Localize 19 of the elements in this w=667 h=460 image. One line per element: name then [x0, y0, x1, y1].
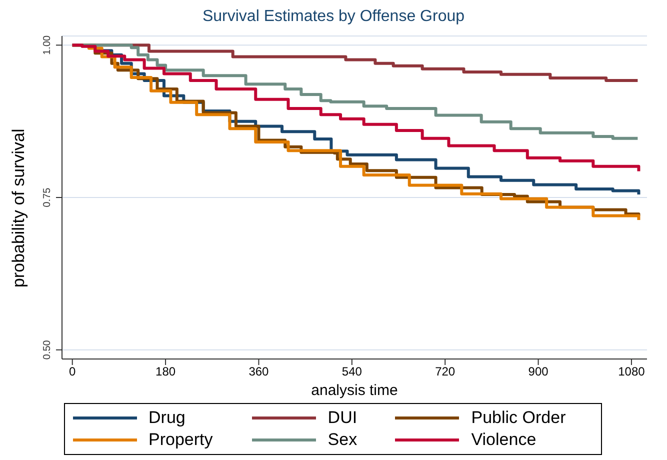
x-tick-label: 540	[342, 364, 362, 379]
legend-label: Property	[148, 430, 213, 450]
x-tick-label: 720	[435, 364, 456, 379]
y-axis-title: probability of survival	[9, 128, 28, 288]
legend-label: DUI	[328, 408, 358, 428]
x-tick-label: 900	[528, 364, 549, 379]
y-tick-label: 0.75	[42, 187, 53, 208]
y-tick-label: 0.50	[42, 340, 53, 360]
x-tick-label: 180	[156, 364, 176, 379]
y-tick-label: 1.00	[42, 34, 53, 55]
x-tick-label: 0	[69, 364, 76, 379]
x-axis-title: analysis time	[311, 382, 398, 399]
legend-label: Sex	[328, 430, 358, 450]
legend-label: Violence	[471, 430, 536, 450]
legend-label: Public Order	[471, 408, 566, 428]
x-tick-label: 360	[248, 364, 270, 379]
chart-title: Survival Estimates by Offense Group	[201, 8, 466, 27]
x-tick-label: 1080	[618, 364, 646, 379]
legend-label: Drug	[148, 408, 186, 428]
